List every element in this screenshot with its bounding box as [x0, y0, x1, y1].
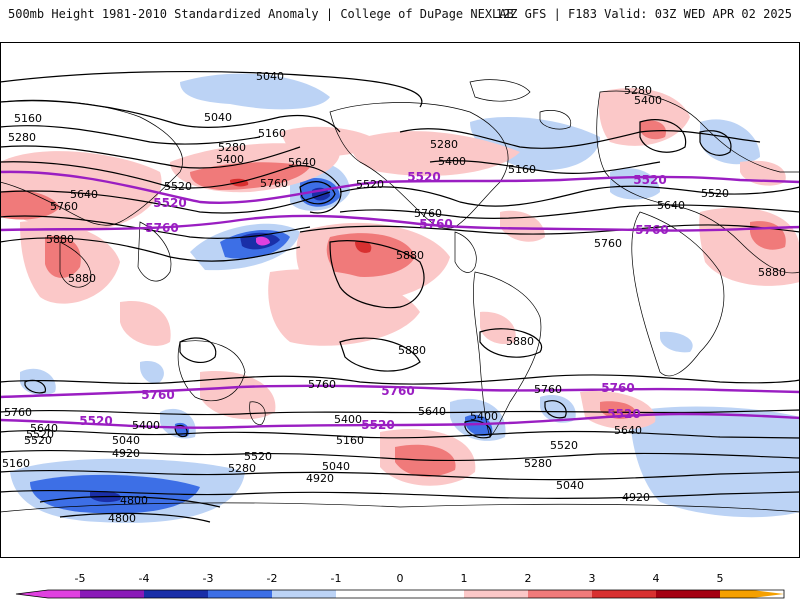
highlight-label: 5760 — [601, 381, 634, 395]
colorbar-tick: 2 — [525, 572, 532, 585]
contour-label: 5640 — [418, 405, 446, 418]
contour-labels: 5040 5040 5160 5280 5160 5280 5400 5640 … — [2, 70, 786, 525]
map-header: 500mb Height 1981-2010 Standardized Anom… — [0, 0, 800, 28]
anomaly-map: 5040 5040 5160 5280 5160 5280 5400 5640 … — [0, 42, 800, 558]
highlight-label: 5520 — [407, 170, 440, 184]
contour-label: 4800 — [108, 512, 136, 525]
contour-label: 5640 — [657, 199, 685, 212]
colorbar-tick: -4 — [139, 572, 150, 585]
colorbar-tick: -1 — [331, 572, 342, 585]
contour-label: 5760 — [50, 200, 78, 213]
highlight-labels: 5520 5760 5520 5760 5520 5760 5760 5520 … — [79, 170, 668, 432]
map-title: 500mb Height 1981-2010 Standardized Anom… — [8, 7, 514, 21]
model-run-info: 12Z GFS | F183 Valid: 03Z WED APR 02 202… — [495, 7, 792, 21]
contour-label: 5040 — [112, 434, 140, 447]
contour-label: 4800 — [120, 494, 148, 507]
contour-label: 5520 — [356, 178, 384, 191]
contour-label: 5760 — [4, 406, 32, 419]
contour-label: 5400 — [334, 413, 362, 426]
contour-label: 5640 — [70, 188, 98, 201]
contour-label: 5160 — [2, 457, 30, 470]
contour-label: 5040 — [556, 479, 584, 492]
contour-label: 5880 — [758, 266, 786, 279]
highlight-label: 5760 — [145, 221, 178, 235]
colorbar-swatches — [15, 589, 785, 599]
contour-label: 5040 — [322, 460, 350, 473]
colorbar: -5 -4 -3 -2 -1 0 1 2 3 4 5 — [15, 572, 785, 599]
contour-label: 5640 — [30, 422, 58, 435]
contour-label: 4920 — [306, 472, 334, 485]
highlight-label: 5520 — [153, 196, 186, 210]
contour-label: 5040 — [256, 70, 284, 83]
contour-label: 5880 — [396, 249, 424, 262]
contour-label: 5760 — [308, 378, 336, 391]
contour-label: 5400 — [438, 155, 466, 168]
contour-label: 5880 — [68, 272, 96, 285]
contour-label: 5160 — [508, 163, 536, 176]
highlight-label: 5760 — [419, 217, 452, 231]
colorbar-tick: 0 — [397, 572, 404, 585]
contour-label: 5880 — [398, 344, 426, 357]
contour-label: 5160 — [258, 127, 286, 140]
contour-label: 5400 — [634, 94, 662, 107]
contour-label: 5520 — [701, 187, 729, 200]
contour-label: 5400 — [216, 153, 244, 166]
colorbar-tick: 5 — [717, 572, 724, 585]
contour-label: 5400 — [132, 419, 160, 432]
contour-label: 5280 — [430, 138, 458, 151]
highlight-contours — [0, 170, 800, 429]
highlight-label: 5520 — [79, 414, 112, 428]
colorbar-tick: 3 — [589, 572, 596, 585]
contour-label: 5280 — [218, 141, 246, 154]
contour-label: 5160 — [14, 112, 42, 125]
highlight-label: 5760 — [635, 223, 668, 237]
contour-label: 5880 — [506, 335, 534, 348]
highlight-label: 5520 — [361, 418, 394, 432]
colorbar-tick: -3 — [203, 572, 214, 585]
contour-label: 5280 — [8, 131, 36, 144]
highlight-label: 5760 — [381, 384, 414, 398]
contour-label: 5520 — [24, 434, 52, 447]
contour-label: 5880 — [46, 233, 74, 246]
contour-label: 4920 — [112, 447, 140, 460]
colorbar-end-low — [16, 590, 48, 598]
highlight-label: 5760 — [141, 388, 174, 402]
contour-label: 5280 — [624, 84, 652, 97]
height-contours — [0, 70, 800, 523]
contour-label: 5760 — [260, 177, 288, 190]
colorbar-end-high — [752, 590, 784, 598]
colorbar-tick: -5 — [75, 572, 86, 585]
contour-label: 5280 — [524, 457, 552, 470]
highlight-label: 5520 — [607, 407, 640, 421]
contour-label: 5640 — [288, 156, 316, 169]
contour-label: 5520 — [26, 428, 54, 441]
colorbar-tick: -2 — [267, 572, 278, 585]
contour-label: 5520 — [164, 180, 192, 193]
contour-label: 5640 — [614, 424, 642, 437]
contour-label: 5520 — [244, 450, 272, 463]
contour-label: 5400 — [470, 410, 498, 423]
contour-label: 5160 — [336, 434, 364, 447]
contour-label: 5040 — [204, 111, 232, 124]
contour-label: 5760 — [534, 383, 562, 396]
contour-label: 5520 — [550, 439, 578, 452]
highlight-label: 5520 — [633, 173, 666, 187]
colorbar-tick-labels: -5 -4 -3 -2 -1 0 1 2 3 4 5 — [75, 572, 724, 585]
colorbar-tick: 1 — [461, 572, 468, 585]
contour-label: 5760 — [594, 237, 622, 250]
contour-label: 4920 — [622, 491, 650, 504]
contour-label: 5280 — [228, 462, 256, 475]
colorbar-tick: 4 — [653, 572, 660, 585]
contour-label: 5760 — [414, 207, 442, 220]
